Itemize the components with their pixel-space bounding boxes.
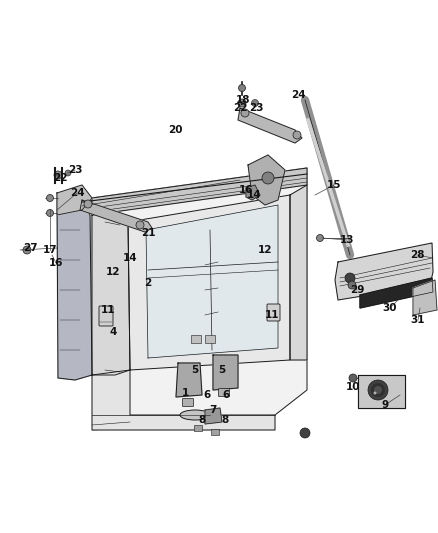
Text: 13: 13 bbox=[340, 235, 354, 245]
Circle shape bbox=[84, 200, 92, 208]
Text: 2: 2 bbox=[145, 278, 152, 288]
Polygon shape bbox=[92, 215, 130, 375]
Text: 1: 1 bbox=[181, 388, 189, 398]
Polygon shape bbox=[413, 280, 437, 315]
Text: 22: 22 bbox=[53, 173, 67, 183]
Text: 12: 12 bbox=[258, 245, 272, 255]
Circle shape bbox=[293, 131, 301, 139]
Circle shape bbox=[46, 195, 53, 201]
Text: 17: 17 bbox=[42, 245, 57, 255]
FancyBboxPatch shape bbox=[267, 304, 280, 321]
Polygon shape bbox=[205, 408, 222, 424]
Polygon shape bbox=[92, 168, 307, 215]
Polygon shape bbox=[92, 168, 307, 430]
Circle shape bbox=[300, 428, 310, 438]
Circle shape bbox=[240, 101, 244, 105]
Text: 5: 5 bbox=[191, 365, 198, 375]
FancyBboxPatch shape bbox=[99, 306, 113, 326]
Text: 7: 7 bbox=[209, 405, 217, 415]
Polygon shape bbox=[246, 185, 260, 200]
Circle shape bbox=[241, 109, 249, 117]
Text: 15: 15 bbox=[327, 180, 341, 190]
Text: 11: 11 bbox=[265, 310, 279, 320]
Circle shape bbox=[56, 173, 60, 177]
Polygon shape bbox=[92, 370, 275, 430]
Circle shape bbox=[368, 380, 388, 400]
Polygon shape bbox=[335, 243, 433, 300]
Circle shape bbox=[239, 85, 246, 92]
Text: 18: 18 bbox=[236, 95, 250, 105]
Circle shape bbox=[348, 281, 356, 289]
Text: 16: 16 bbox=[49, 258, 63, 268]
Text: 20: 20 bbox=[168, 125, 182, 135]
Polygon shape bbox=[176, 363, 202, 397]
Circle shape bbox=[46, 209, 53, 216]
Text: 11: 11 bbox=[101, 305, 115, 315]
Text: 10: 10 bbox=[346, 382, 360, 392]
Text: 6: 6 bbox=[203, 390, 211, 400]
Text: 22: 22 bbox=[233, 103, 247, 113]
Text: 28: 28 bbox=[410, 250, 424, 260]
Text: 31: 31 bbox=[411, 315, 425, 325]
Ellipse shape bbox=[180, 410, 210, 420]
Circle shape bbox=[262, 172, 274, 184]
Polygon shape bbox=[360, 278, 433, 308]
Polygon shape bbox=[57, 193, 92, 380]
Text: 30: 30 bbox=[383, 303, 397, 313]
Text: 9: 9 bbox=[381, 400, 389, 410]
Circle shape bbox=[349, 374, 357, 382]
Bar bbox=[194, 425, 202, 431]
Text: 16: 16 bbox=[239, 185, 253, 195]
Text: 23: 23 bbox=[249, 103, 263, 113]
Circle shape bbox=[65, 170, 71, 176]
Polygon shape bbox=[213, 355, 238, 390]
Circle shape bbox=[54, 171, 62, 179]
Circle shape bbox=[374, 386, 382, 394]
Circle shape bbox=[23, 246, 31, 254]
Text: 29: 29 bbox=[350, 285, 364, 295]
Text: 27: 27 bbox=[23, 243, 37, 253]
Polygon shape bbox=[146, 205, 278, 358]
Text: 8: 8 bbox=[198, 415, 205, 425]
Text: 6: 6 bbox=[223, 390, 230, 400]
Polygon shape bbox=[57, 185, 92, 215]
Circle shape bbox=[238, 99, 246, 107]
Circle shape bbox=[374, 392, 377, 394]
Text: 5: 5 bbox=[219, 365, 226, 375]
Text: 12: 12 bbox=[106, 267, 120, 277]
Circle shape bbox=[345, 273, 355, 283]
Text: 14: 14 bbox=[247, 190, 261, 200]
Text: 23: 23 bbox=[68, 165, 82, 175]
FancyBboxPatch shape bbox=[183, 399, 194, 407]
Circle shape bbox=[136, 221, 144, 229]
Polygon shape bbox=[80, 200, 152, 232]
Polygon shape bbox=[128, 195, 290, 370]
Bar bbox=[211, 429, 219, 435]
FancyBboxPatch shape bbox=[219, 389, 230, 397]
Text: 24: 24 bbox=[291, 90, 305, 100]
Circle shape bbox=[251, 100, 258, 107]
Bar bbox=[205, 335, 215, 343]
Polygon shape bbox=[248, 155, 285, 205]
Text: 24: 24 bbox=[70, 188, 84, 198]
Bar bbox=[191, 335, 201, 343]
Circle shape bbox=[371, 383, 385, 397]
Text: 21: 21 bbox=[141, 228, 155, 238]
Circle shape bbox=[317, 235, 324, 241]
Text: 14: 14 bbox=[123, 253, 137, 263]
Polygon shape bbox=[238, 108, 302, 143]
Polygon shape bbox=[358, 375, 405, 408]
Polygon shape bbox=[290, 185, 307, 360]
Text: 4: 4 bbox=[110, 327, 117, 337]
Text: 8: 8 bbox=[221, 415, 229, 425]
